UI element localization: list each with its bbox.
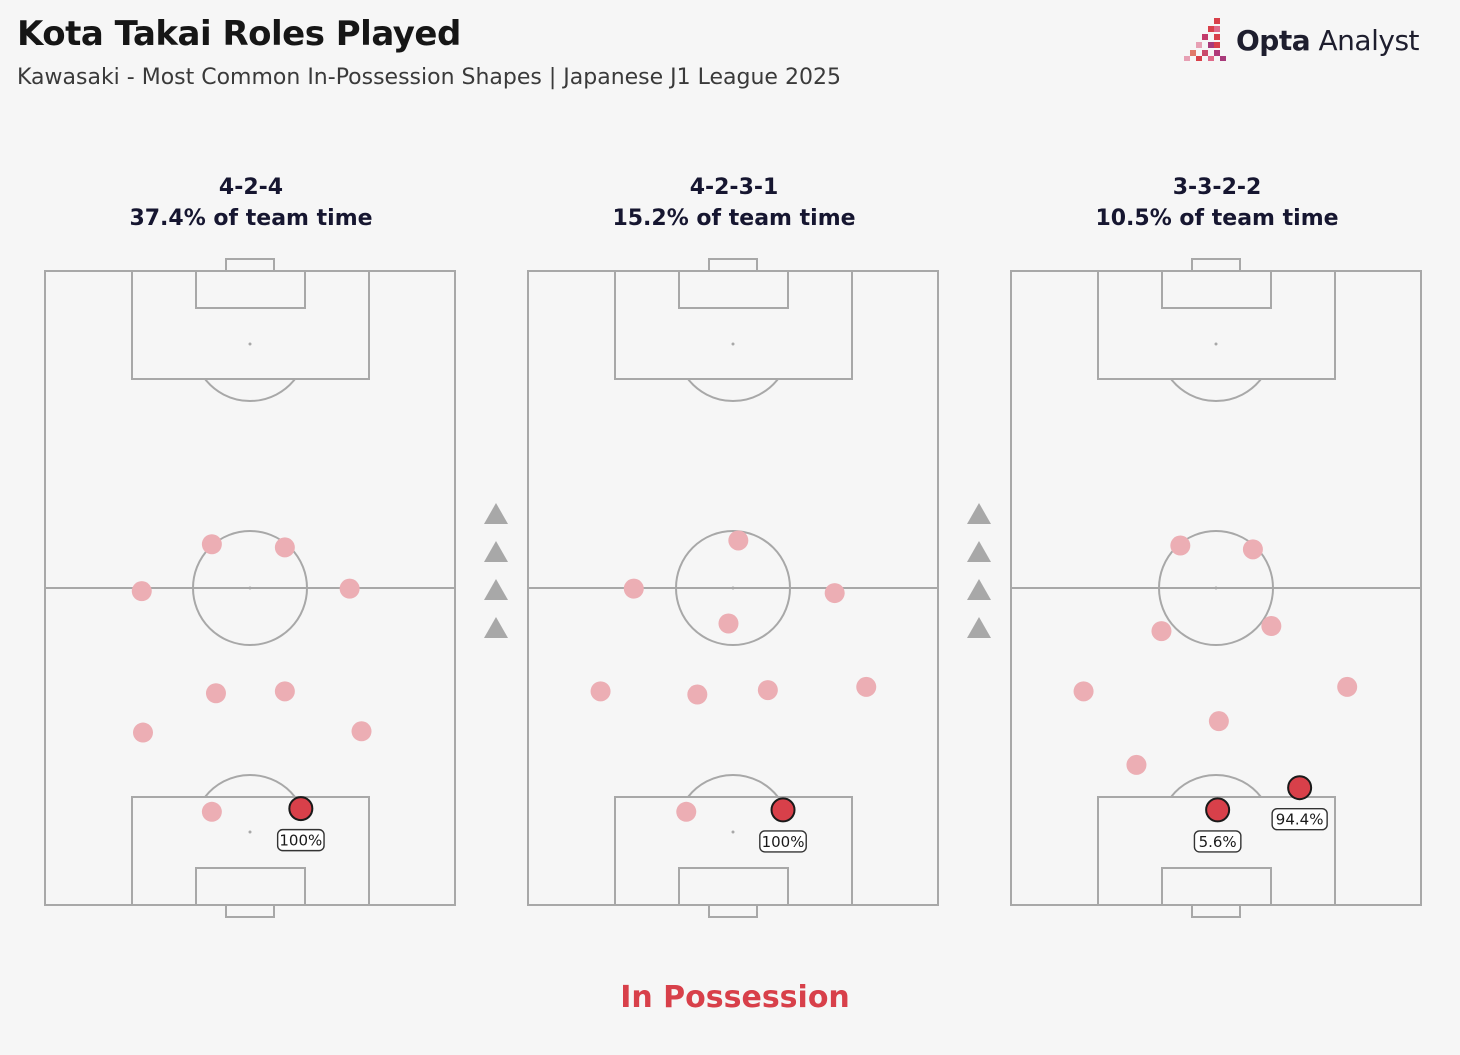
percentage-label: 100% <box>279 832 322 850</box>
formation-name: 4-2-3-1 <box>689 175 779 200</box>
penalty-box-top <box>1097 270 1336 380</box>
formation-name: 4-2-4 <box>218 175 284 200</box>
goal-area-top <box>195 270 306 309</box>
team-player-dot <box>339 578 360 599</box>
page-subtitle: Kawasaki - Most Common In-Possession Sha… <box>17 65 841 90</box>
formation-name: 3-3-2-2 <box>1172 175 1262 200</box>
team-player-dot <box>201 801 222 822</box>
in-possession-label: In Possession <box>620 980 850 1015</box>
centre-spot <box>248 586 252 590</box>
brand-logo: Opta Analyst <box>1184 18 1420 62</box>
pitch-1: 100% <box>44 258 456 918</box>
team-player-dot <box>687 684 708 705</box>
attack-direction-arrow-icon <box>967 503 991 524</box>
attack-direction-arrow-icon <box>484 541 508 562</box>
goal-area-top <box>678 270 789 309</box>
team-player-dot <box>1170 535 1191 556</box>
team-player-dot <box>274 537 295 558</box>
goal-top <box>225 258 275 272</box>
penalty-box-bottom <box>614 796 853 906</box>
penalty-arc-bottom <box>687 774 779 798</box>
penalty-spot-top <box>1214 342 1218 346</box>
team-player-dot <box>590 681 611 702</box>
goal-top <box>708 258 758 272</box>
formation-heading-1: 4-2-4 37.4% of team time <box>41 172 461 234</box>
team-player-dot <box>824 583 845 604</box>
centre-spot <box>1214 586 1218 590</box>
goal-top <box>1191 258 1241 272</box>
penalty-spot-top <box>731 342 735 346</box>
team-player-dot <box>728 530 749 551</box>
goal-bottom <box>225 904 275 918</box>
team-player-dot <box>132 722 153 743</box>
penalty-arc-top <box>1170 378 1262 402</box>
team-player-dot <box>1261 616 1282 637</box>
team-player-dot <box>351 721 372 742</box>
percentage-badge <box>1271 808 1328 831</box>
team-time-label: 15.2% of team time <box>612 206 856 231</box>
takai-player-dot <box>288 796 314 822</box>
goal-bottom <box>708 904 758 918</box>
team-player-dot <box>757 680 778 701</box>
team-player-dot <box>1208 711 1229 732</box>
takai-player-dot <box>1205 797 1231 823</box>
centre-circle <box>192 530 308 646</box>
percentage-label: 94.4% <box>1276 811 1324 829</box>
penalty-spot-top <box>248 342 252 346</box>
team-player-dot <box>205 683 226 704</box>
attack-direction-arrow-icon <box>484 617 508 638</box>
penalty-arc-top <box>204 378 296 402</box>
percentage-badge <box>759 830 807 853</box>
goal-area-top <box>1161 270 1272 309</box>
team-player-dot <box>1126 754 1147 775</box>
penalty-box-top <box>614 270 853 380</box>
penalty-spot-bottom <box>731 830 735 834</box>
centre-circle <box>1158 530 1274 646</box>
percentage-label: 100% <box>762 833 805 851</box>
pitch-2: 100% <box>527 258 939 918</box>
team-player-dot <box>856 676 877 697</box>
attack-direction-arrow-icon <box>484 579 508 600</box>
brand-name: Opta Analyst <box>1236 23 1420 57</box>
takai-player-dot <box>770 797 796 823</box>
team-player-dot <box>201 534 222 555</box>
team-player-dot <box>718 613 739 634</box>
percentage-badge <box>276 828 325 852</box>
penalty-spot-bottom <box>248 830 252 834</box>
page-title: Kota Takai Roles Played <box>17 14 461 54</box>
attack-direction-arrow-icon <box>484 503 508 524</box>
penalty-box-top <box>131 270 370 380</box>
attack-direction-arrow-icon <box>967 617 991 638</box>
penalty-arc-bottom <box>1170 774 1262 798</box>
goal-area-bottom <box>1161 867 1272 906</box>
percentage-badge <box>1193 830 1242 853</box>
team-player-dot <box>623 578 644 599</box>
takai-player-dot <box>1287 775 1313 801</box>
goal-area-bottom <box>678 867 789 906</box>
team-time-label: 10.5% of team time <box>1095 206 1339 231</box>
opta-logo-icon <box>1184 18 1226 61</box>
formation-heading-2: 4-2-3-1 15.2% of team time <box>524 172 944 234</box>
goal-bottom <box>1191 904 1241 918</box>
team-time-label: 37.4% of team time <box>129 206 373 231</box>
pitch-3: 5.6% 94.4% <box>1010 258 1422 918</box>
team-player-dot <box>1242 539 1263 560</box>
penalty-box-bottom <box>131 796 370 906</box>
centre-spot <box>731 586 735 590</box>
team-player-dot <box>1337 676 1358 697</box>
percentage-label: 5.6% <box>1199 833 1237 851</box>
team-player-dot <box>1151 621 1172 642</box>
attack-direction-arrow-icon <box>967 541 991 562</box>
formation-heading-3: 3-3-2-2 10.5% of team time <box>1007 172 1427 234</box>
team-player-dot <box>676 801 697 822</box>
team-player-dot <box>274 681 295 702</box>
team-player-dot <box>1073 681 1094 702</box>
attack-direction-arrow-icon <box>967 579 991 600</box>
team-player-dot <box>131 581 152 602</box>
centre-circle <box>675 530 791 646</box>
penalty-arc-top <box>687 378 779 402</box>
penalty-arc-bottom <box>204 774 296 798</box>
goal-area-bottom <box>195 867 306 906</box>
